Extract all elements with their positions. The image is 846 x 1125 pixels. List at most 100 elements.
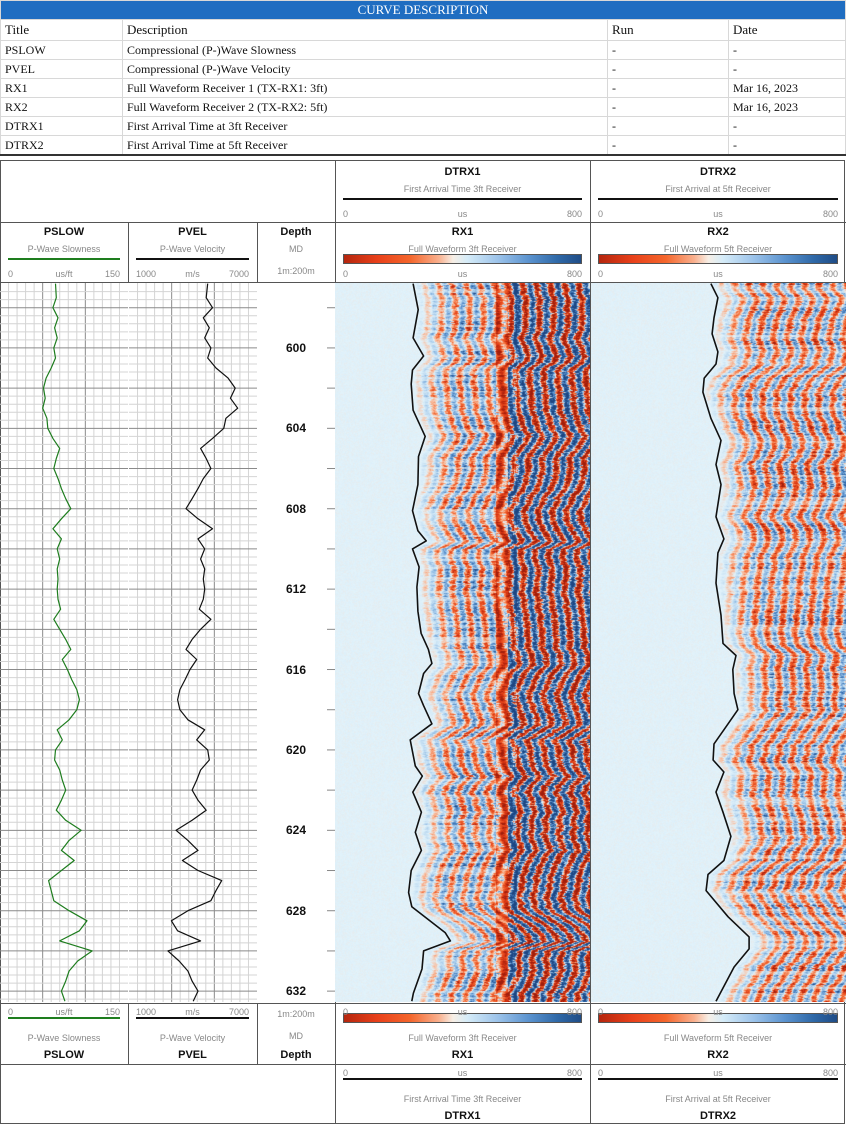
- rx1-colorbar: [343, 1013, 582, 1023]
- rx2-name: RX2: [707, 1049, 729, 1061]
- pslow-scale-unit: us/ft: [55, 1007, 73, 1017]
- rx1-scale: 0 us 800: [343, 269, 582, 280]
- pslow-curve: [42, 283, 93, 1002]
- table-row: RX2 Full Waveform Receiver 2 (TX-RX2: 5ft…: [0, 97, 846, 117]
- rx1-scale-min: 0: [343, 269, 349, 279]
- dtrx1-name: DTRX1: [444, 1110, 481, 1122]
- rx2-waveform-image: [591, 283, 846, 1002]
- rx2-scale-min: 0: [598, 1007, 604, 1017]
- pvel-curve: [167, 283, 239, 1002]
- cell-title: DTRX1: [0, 116, 123, 136]
- rx1-scale-unit: us: [457, 1007, 468, 1017]
- depth-label: 604: [285, 421, 307, 436]
- table-header-row: Title Description Run Date: [0, 19, 846, 41]
- divider: [0, 1064, 846, 1065]
- depth-name: Depth: [280, 226, 312, 238]
- cell-description: Full Waveform Receiver 1 (TX-RX1: 3ft): [122, 78, 608, 98]
- depth-label: 616: [285, 662, 307, 677]
- pslow-track-header: PSLOW P-Wave Slowness 0 us/ft 150: [0, 222, 128, 282]
- cell-run: -: [607, 135, 729, 156]
- cell-description: First Arrival Time at 5ft Receiver: [122, 135, 608, 156]
- divider: [128, 1003, 129, 1064]
- dtrx1-scale-min: 0: [343, 1068, 349, 1078]
- depth-label: 612: [285, 582, 307, 597]
- divider: [257, 1003, 258, 1064]
- dtrx1-scale-min: 0: [343, 209, 349, 219]
- rx2-scale-min: 0: [598, 269, 604, 279]
- pvel-line-legend: [136, 258, 249, 260]
- pslow-name: PSLOW: [43, 1049, 85, 1061]
- dtrx1-description: First Arrival Time 3ft Receiver: [403, 1094, 522, 1104]
- dtrx2-track-header: DTRX2 First Arrival at 5ft Receiver 0 us 800: [590, 1064, 846, 1124]
- rx2-description: Full Waveform 5ft Receiver: [663, 244, 773, 254]
- dtrx2-name: DTRX2: [699, 166, 737, 178]
- dtrx1-line-legend: [343, 198, 582, 200]
- pvel-scale-max: 7000: [228, 269, 249, 279]
- dtrx1-scale-max: 800: [566, 1068, 582, 1078]
- dtrx2-name: DTRX2: [699, 1110, 737, 1122]
- rx2-track-header: RX2 Full Waveform 5ft Receiver 0 us 800: [590, 222, 846, 282]
- dtrx1-scale-max: 800: [566, 209, 582, 219]
- pslow-line-legend: [8, 258, 120, 260]
- cell-description: First Arrival Time at 3ft Receiver: [122, 116, 608, 136]
- dtrx2-curve: [702, 283, 750, 1002]
- cell-date: Mar 16, 2023: [728, 78, 846, 98]
- dtrx1-scale: 0 us 800: [343, 1068, 582, 1079]
- pvel-scale-unit: m/s: [185, 1007, 200, 1017]
- rx2-scale: 0 us 800: [598, 269, 838, 280]
- divider: [128, 222, 129, 282]
- dtrx1-name: DTRX1: [444, 166, 481, 178]
- dtrx2-scale-max: 800: [822, 1068, 838, 1078]
- rx2-description: Full Waveform 5ft Receiver: [663, 1033, 773, 1043]
- dtrx1-line-legend: [343, 1078, 582, 1080]
- pslow-scale-min: 0: [8, 269, 14, 279]
- cell-date: -: [728, 116, 846, 136]
- divider: [0, 222, 846, 223]
- depth-reference: MD: [289, 1031, 303, 1041]
- pvel-description: P-Wave Velocity: [159, 244, 226, 254]
- depth-label: 620: [285, 742, 307, 757]
- depth-scale: 1m:200m: [277, 266, 315, 276]
- col-title: Title: [0, 19, 123, 41]
- table-row: DTRX2 First Arrival Time at 5ft Receiver -…: [0, 135, 846, 156]
- pvel-track-header: PVEL P-Wave Velocity 1000 m/s 7000: [128, 1003, 257, 1063]
- curve-description-table: CURVE DESCRIPTION Title Description Run …: [0, 0, 846, 156]
- dtrx2-description: First Arrival at 5ft Receiver: [665, 1094, 771, 1104]
- cell-description: Full Waveform Receiver 2 (TX-RX2: 5ft): [122, 97, 608, 117]
- curve-description-title: CURVE DESCRIPTION: [0, 0, 846, 20]
- dtrx2-track-header: DTRX2 First Arrival at 5ft Receiver 0 us 800: [590, 162, 846, 222]
- pvel-line-legend: [136, 1017, 249, 1019]
- rx1-scale-max: 800: [566, 269, 582, 279]
- cell-run: -: [607, 116, 729, 136]
- pslow-description: P-Wave Slowness: [27, 1033, 101, 1043]
- pslow-scale-max: 150: [104, 1007, 120, 1017]
- pvel-scale-max: 7000: [228, 1007, 249, 1017]
- dtrx1-scale-unit: us: [457, 209, 468, 219]
- pslow-scale-max: 150: [104, 269, 120, 279]
- pvel-description: P-Wave Velocity: [159, 1033, 226, 1043]
- dtrx2-scale-unit: us: [713, 1068, 723, 1078]
- pvel-track-header: PVEL P-Wave Velocity 1000 m/s 7000: [128, 222, 257, 282]
- depth-label: 624: [285, 823, 307, 838]
- rx2-scale-max: 800: [822, 1007, 838, 1017]
- pslow-scale-min: 0: [8, 1007, 14, 1017]
- pvel-grid: [129, 283, 257, 1002]
- rx1-waveform-image: [335, 283, 590, 1002]
- dtrx1-curve: [407, 283, 452, 1002]
- rx2-track-header: RX2 Full Waveform 5ft Receiver 0 us 800: [590, 1003, 846, 1063]
- dtrx1-track-header: DTRX1 First Arrival Time 3ft Receiver 0 us 8…: [335, 1064, 590, 1124]
- dtrx1-track-header: DTRX1 First Arrival Time 3ft Receiver 0 us 8…: [335, 162, 590, 222]
- table-row: RX1 Full Waveform Receiver 1 (TX-RX1: 3ft…: [0, 78, 846, 98]
- divider: [0, 1003, 846, 1004]
- rx1-colorbar: [343, 254, 582, 264]
- rx1-scale-min: 0: [343, 1007, 349, 1017]
- dtrx2-line-legend: [598, 1078, 838, 1080]
- dtrx1-scale-unit: us: [457, 1068, 468, 1078]
- rx1-track-header: RX1 Full Waveform 3ft Receiver 0 us 800: [335, 222, 590, 282]
- rx1-name: RX1: [451, 1049, 474, 1061]
- pslow-track-header: PSLOW P-Wave Slowness 0 us/ft 150: [0, 1003, 128, 1063]
- depth-track-header: Depth MD 1m:200m: [257, 1003, 335, 1063]
- cell-date: -: [728, 135, 846, 156]
- dtrx2-scale-min: 0: [598, 209, 604, 219]
